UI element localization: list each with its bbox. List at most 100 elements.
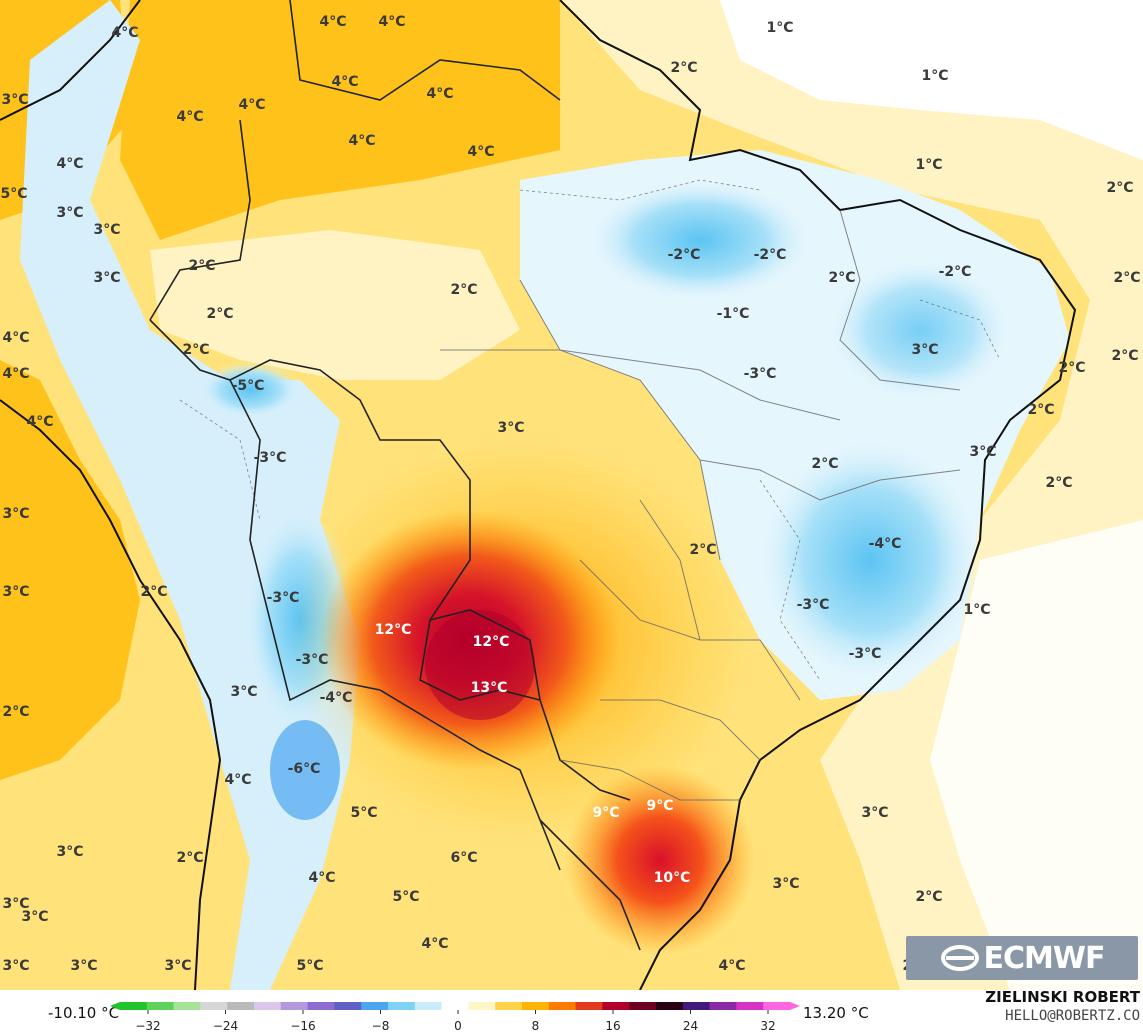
ecmwf-logo-text: ECMWF: [983, 940, 1106, 976]
temperature-label: -3°C: [796, 597, 830, 613]
ecmwf-logo-icon: [940, 945, 979, 971]
temperature-label: -2°C: [667, 247, 701, 263]
temperature-label: 3°C: [230, 684, 258, 700]
temperature-label: 1°C: [963, 602, 991, 618]
temperature-label: 2°C: [915, 889, 943, 905]
amazon-pale-area: [150, 230, 520, 380]
colorbar-segment: [254, 1002, 282, 1010]
temperature-label: 2°C: [689, 542, 717, 558]
colorbar-segment: [146, 1002, 175, 1010]
colorbar-segment: [548, 1002, 577, 1010]
temperature-label: 4°C: [176, 109, 204, 125]
temperature-label: 9°C: [592, 805, 620, 821]
temperature-label: 3°C: [93, 222, 121, 238]
temperature-label: 3°C: [70, 958, 98, 974]
temperature-label: 4°C: [26, 414, 54, 430]
colorbar-tick-label: −32: [135, 1019, 160, 1033]
atlantic-white-area: [720, 0, 1143, 160]
temperature-label: -2°C: [753, 247, 787, 263]
colorbar-segment: [495, 1002, 523, 1010]
colorbar-tick-label: 32: [760, 1019, 775, 1033]
temperature-label: 4°C: [238, 97, 266, 113]
temperature-label: 3°C: [2, 584, 30, 600]
colorbar-tick-label: 24: [683, 1019, 698, 1033]
hot-core-south: [565, 765, 755, 955]
temperature-label: 12°C: [472, 634, 510, 650]
temperature-label: -4°C: [868, 536, 902, 552]
temperature-label: 2°C: [188, 258, 216, 274]
temperature-label: 2°C: [176, 850, 204, 866]
colorbar-segment: [388, 1002, 416, 1010]
temperature-label: 3°C: [861, 805, 889, 821]
temperature-label: 5°C: [296, 958, 324, 974]
temperature-label: 3°C: [56, 844, 84, 860]
hot-core-inner: [425, 610, 535, 720]
ne-cold-core-2: [760, 440, 980, 680]
temperature-label: 2°C: [1058, 360, 1086, 376]
temperature-label: 5°C: [350, 805, 378, 821]
footer: [0, 990, 1143, 1035]
temperature-label: 4°C: [308, 870, 336, 886]
colorbar-segment: [575, 1002, 603, 1010]
andes-cold-core-1: [200, 362, 300, 418]
temperature-label: 9°C: [646, 798, 674, 814]
temperature-label: 4°C: [718, 958, 746, 974]
colorbar-segment: [682, 1002, 711, 1010]
temperature-label: -3°C: [743, 366, 777, 382]
temperature-label: -3°C: [848, 646, 882, 662]
temperature-label: 2°C: [450, 282, 478, 298]
temperature-label: 3°C: [2, 896, 30, 912]
colorbar-tick-label: −24: [213, 1019, 238, 1033]
temperature-label: 3°C: [2, 506, 30, 522]
temperature-label: 6°C: [450, 850, 478, 866]
temperature-label: 3°C: [2, 958, 30, 974]
colorbar-tick-label: −16: [290, 1019, 315, 1033]
temperature-label: 4°C: [224, 772, 252, 788]
colorbar-segment: [120, 1002, 148, 1010]
temperature-label: 2°C: [140, 584, 168, 600]
temperature-label: 4°C: [421, 936, 449, 952]
temperature-label: -3°C: [295, 652, 329, 668]
andes-cold-core-3: [270, 720, 340, 820]
temperature-label: -2°C: [938, 264, 972, 280]
colorbar-segment: [522, 1002, 550, 1010]
colorbar-segment: [200, 1002, 228, 1010]
colorbar-max-label: 13.20 °C: [803, 1004, 869, 1022]
temperature-label: 10°C: [653, 870, 691, 886]
temperature-label: 3°C: [911, 342, 939, 358]
temperature-label: 5°C: [392, 889, 420, 905]
ne-cold-core-1: [590, 180, 810, 300]
temperature-label: 4°C: [378, 14, 406, 30]
temperature-label: -6°C: [287, 761, 321, 777]
colorbar-segment: [334, 1002, 362, 1010]
temperature-label: -1°C: [716, 306, 750, 322]
temperature-label: 4°C: [111, 25, 139, 41]
temperature-label: -3°C: [253, 450, 287, 466]
colorbar-segment: [227, 1002, 255, 1010]
colorbar-segment: [441, 1002, 469, 1010]
temperature-label: 3°C: [93, 270, 121, 286]
temperature-label: 12°C: [374, 622, 412, 638]
temperature-label: 4°C: [467, 144, 495, 160]
zero-contours: [179, 179, 1001, 681]
temperature-label: 1°C: [915, 157, 943, 173]
colorbar-segment: [361, 1002, 389, 1010]
temperature-label: 3°C: [497, 420, 525, 436]
colorbar-right-arrow: [790, 1002, 800, 1010]
temperature-label: 4°C: [56, 156, 84, 172]
temperature-label: 3°C: [1, 92, 29, 108]
temperature-label: 4°C: [2, 366, 30, 382]
credit-email: HELLO@ROBERTZ.CO: [1005, 1008, 1140, 1024]
temperature-label: 2°C: [182, 342, 210, 358]
temperature-label: -4°C: [319, 690, 353, 706]
country-borders: [149, 0, 641, 951]
atlantic-white-south: [930, 520, 1143, 990]
temperature-label: 2°C: [670, 60, 698, 76]
ne-cold-core-3: [830, 260, 1010, 400]
colorbar: −32 −24 −16 −8 0 8 16 24 32: [110, 1002, 800, 1033]
temperature-label: 4°C: [348, 133, 376, 149]
temperature-label: 4°C: [426, 86, 454, 102]
temperature-label: 1°C: [766, 20, 794, 36]
colorbar-segment: [414, 1002, 443, 1010]
credit-author: ZIELINSKI ROBERT: [985, 988, 1140, 1006]
